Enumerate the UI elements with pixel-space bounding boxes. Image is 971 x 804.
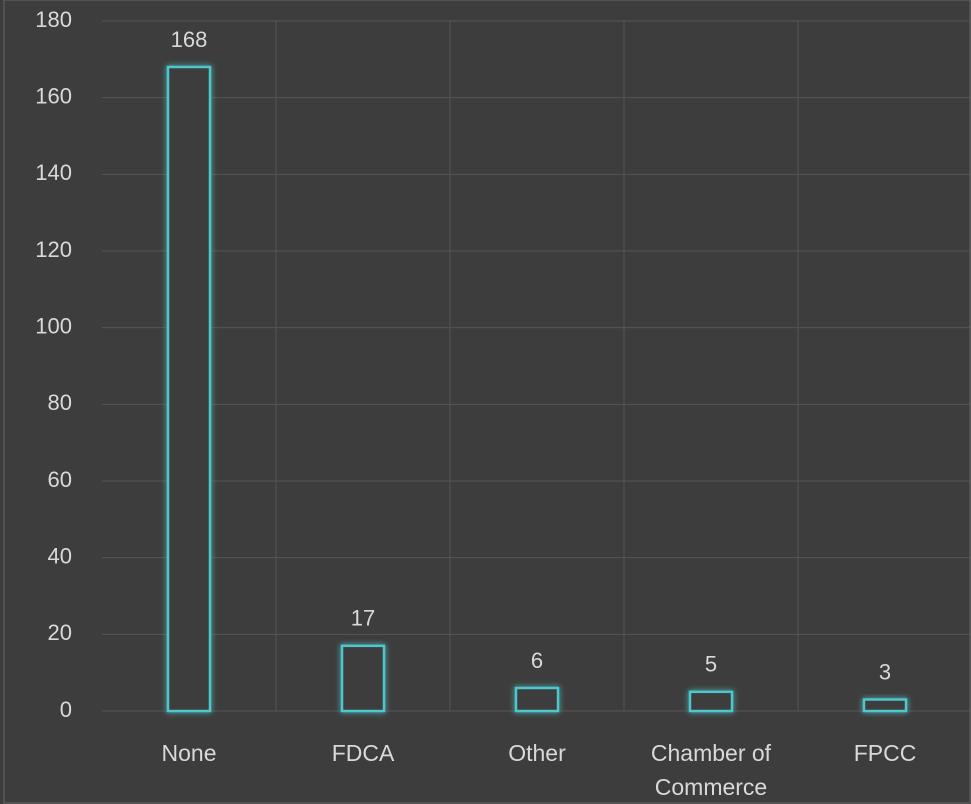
y-tick-label: 0	[60, 697, 72, 722]
x-tick-label: FDCA	[331, 740, 395, 766]
x-tick-label: Other	[508, 740, 566, 766]
y-tick-label: 100	[35, 313, 72, 338]
data-label: 6	[531, 648, 543, 673]
bar	[340, 644, 386, 713]
data-label: 168	[171, 27, 208, 52]
x-tick-label: FPCC	[853, 740, 917, 766]
y-tick-label: 80	[48, 390, 72, 415]
chart-frame	[3, 0, 971, 804]
y-tick-label: 120	[35, 237, 72, 262]
x-tick-label: Chamber of Commerce	[650, 740, 772, 800]
data-label: 17	[351, 606, 375, 631]
y-tick-label: 40	[48, 543, 72, 568]
y-tick-label: 60	[48, 467, 72, 492]
y-tick-label: 20	[48, 620, 72, 645]
data-label: 5	[705, 652, 717, 677]
data-label: 3	[879, 659, 891, 684]
bar	[166, 65, 212, 713]
bar	[862, 698, 908, 713]
y-tick-label: 160	[35, 83, 72, 108]
y-tick-label: 140	[35, 160, 72, 185]
bar	[688, 690, 734, 713]
y-tick-label: 180	[35, 7, 72, 32]
bar	[514, 686, 560, 713]
x-tick-label: None	[161, 740, 217, 766]
